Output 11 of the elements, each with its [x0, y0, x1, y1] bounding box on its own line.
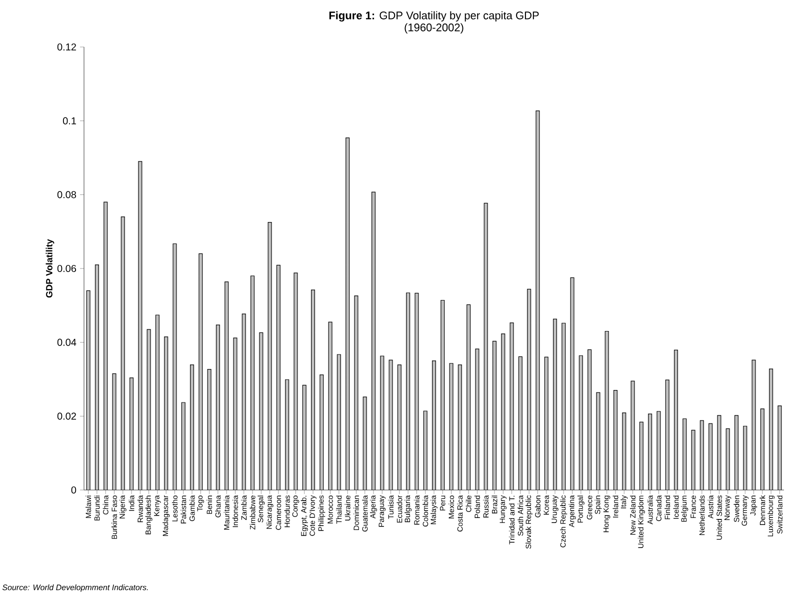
chart-subtitle: (1960-2002) — [404, 23, 464, 34]
y-tick-label: 0.04 — [57, 338, 76, 346]
y-tick-label: 0.08 — [57, 191, 76, 198]
chart-title: Figure 1: GDP Volatility by per capita GDP — [329, 11, 539, 22]
y-axis-title: GDP Volatility — [46, 239, 54, 298]
y-tick-label: 0.12 — [57, 43, 76, 51]
y-tick-label: 0.1 — [62, 117, 76, 124]
y-tick-label: 0.02 — [57, 412, 76, 420]
source-note: Source: World Developmment Indicators. — [2, 584, 148, 592]
y-tick-label: 0 — [71, 486, 76, 494]
y-tick-label: 0.06 — [57, 264, 76, 272]
